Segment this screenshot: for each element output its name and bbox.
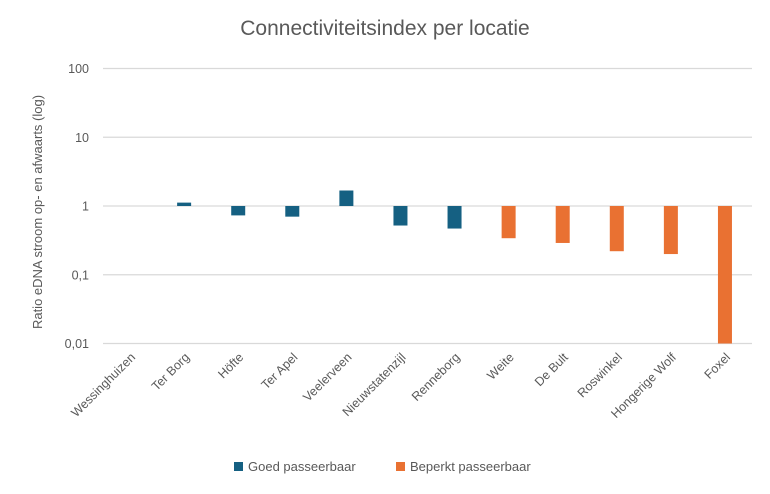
- bar-hongerige-wolf: [663, 206, 678, 255]
- y-tick-label: 1: [82, 200, 89, 214]
- bar-de-bult: [555, 206, 570, 243]
- y-axis-title: Ratio eDNA stroom op- en afwaarts (log): [30, 95, 45, 329]
- bar-renneborg: [447, 206, 462, 229]
- legend-label-goed: Goed passeerbaar: [248, 459, 356, 474]
- category-label: De Bult: [532, 350, 571, 389]
- legend: Goed passeerbaar Beperkt passeerbaar: [234, 459, 531, 474]
- category-label: Roswinkel: [575, 350, 625, 400]
- chart-title: Connectiviteitsindex per locatie: [240, 17, 530, 40]
- category-label: Ter Apel: [259, 350, 301, 392]
- bar-ter-borg: [177, 202, 192, 206]
- legend-swatch-goed: [234, 462, 243, 471]
- legend-label-beperkt: Beperkt passeerbaar: [410, 459, 531, 474]
- category-label: Wessinghuizen: [68, 350, 138, 420]
- bar-veelerveen: [339, 190, 354, 206]
- y-tick-label: 0,01: [65, 337, 89, 351]
- bar-ter-apel: [285, 206, 300, 217]
- y-tick-label: 100: [68, 62, 89, 76]
- bar-foxel: [717, 206, 732, 344]
- legend-swatch-beperkt: [396, 462, 405, 471]
- category-label: Renneborg: [409, 350, 463, 404]
- bar-h-fte: [231, 206, 246, 216]
- gridlines: [103, 67, 752, 345]
- category-label: Foxel: [702, 350, 734, 382]
- bar-nieuwstatenzijl: [393, 206, 408, 226]
- y-tick-label: 10: [75, 131, 89, 145]
- category-label: Weite: [484, 350, 516, 382]
- category-labels: Wessinghuizen Ter Borg Höfte Ter Apel Veeler…: [68, 350, 733, 421]
- bar-weite: [501, 206, 516, 239]
- bar-roswinkel: [609, 206, 624, 252]
- category-label: Höfte: [215, 350, 246, 381]
- category-label: Ter Borg: [149, 350, 192, 393]
- category-label: Veelerveen: [300, 350, 354, 404]
- y-tick-label: 0,1: [72, 268, 89, 282]
- bars: [177, 190, 732, 344]
- y-tick-labels: 100 10 1 0,1 0,01: [65, 62, 89, 351]
